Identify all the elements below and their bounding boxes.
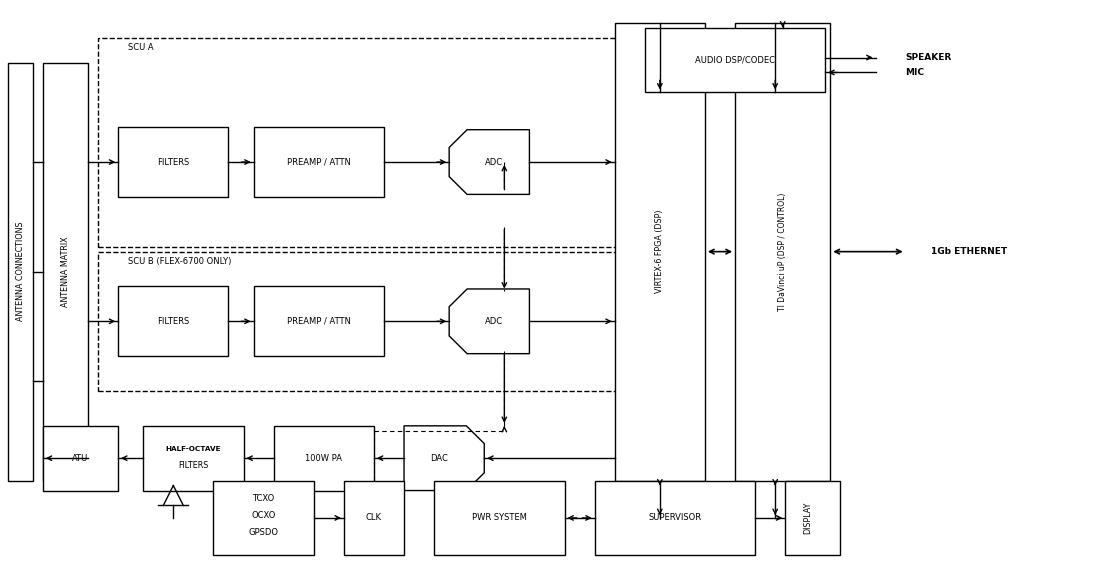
Text: AUDIO DSP/CODEC: AUDIO DSP/CODEC xyxy=(695,56,775,65)
Text: ANTENNA CONNECTIONS: ANTENNA CONNECTIONS xyxy=(16,222,24,321)
Bar xyxy=(274,426,374,490)
Bar xyxy=(785,481,841,555)
Text: DISPLAY: DISPLAY xyxy=(803,502,812,534)
Text: MIC: MIC xyxy=(906,68,925,77)
Text: SCU A: SCU A xyxy=(129,43,154,52)
Text: VIRTEX-6 FPGA (DSP): VIRTEX-6 FPGA (DSP) xyxy=(655,210,664,293)
Bar xyxy=(594,481,755,555)
Text: ANTENNA MATRIX: ANTENNA MATRIX xyxy=(61,236,70,307)
Bar xyxy=(119,287,228,356)
Text: SCU B (FLEX-6700 ONLY): SCU B (FLEX-6700 ONLY) xyxy=(129,257,232,266)
Text: PREAMP / ATTN: PREAMP / ATTN xyxy=(287,158,350,167)
Text: FILTERS: FILTERS xyxy=(157,317,190,326)
Text: TI DaVinci uP (DSP / CONTROL): TI DaVinci uP (DSP / CONTROL) xyxy=(779,193,787,311)
Text: FILTERS: FILTERS xyxy=(157,158,190,167)
Bar xyxy=(143,426,244,490)
Bar xyxy=(644,28,825,92)
Bar xyxy=(98,38,620,247)
Bar xyxy=(43,426,119,490)
Text: PREAMP / ATTN: PREAMP / ATTN xyxy=(287,317,350,326)
Bar xyxy=(213,481,314,555)
Text: FILTERS: FILTERS xyxy=(179,461,208,470)
Text: CLK: CLK xyxy=(366,513,381,522)
Text: SUPERVISOR: SUPERVISOR xyxy=(649,513,701,522)
Text: HALF-OCTAVE: HALF-OCTAVE xyxy=(165,446,221,452)
Text: 1Gb ETHERNET: 1Gb ETHERNET xyxy=(930,247,1007,256)
Text: GPSDO: GPSDO xyxy=(248,528,278,537)
Text: 100W PA: 100W PA xyxy=(305,454,343,463)
Bar xyxy=(614,23,705,481)
Bar xyxy=(254,127,384,197)
Bar xyxy=(735,23,831,481)
Polygon shape xyxy=(449,289,529,354)
Text: ADC: ADC xyxy=(486,317,503,326)
Text: DAC: DAC xyxy=(430,454,448,463)
Text: TCXO: TCXO xyxy=(253,494,275,503)
Bar xyxy=(254,287,384,356)
Polygon shape xyxy=(449,129,529,194)
Text: PWR SYSTEM: PWR SYSTEM xyxy=(472,513,527,522)
Bar xyxy=(43,62,88,481)
Text: ATU: ATU xyxy=(72,454,89,463)
Bar xyxy=(434,481,564,555)
Bar xyxy=(344,481,404,555)
Bar xyxy=(98,252,620,391)
Bar xyxy=(8,62,33,481)
Polygon shape xyxy=(404,426,485,490)
Text: ADC: ADC xyxy=(486,158,503,167)
Text: OCXO: OCXO xyxy=(252,511,276,520)
Bar xyxy=(119,127,228,197)
Text: SPEAKER: SPEAKER xyxy=(906,53,952,62)
